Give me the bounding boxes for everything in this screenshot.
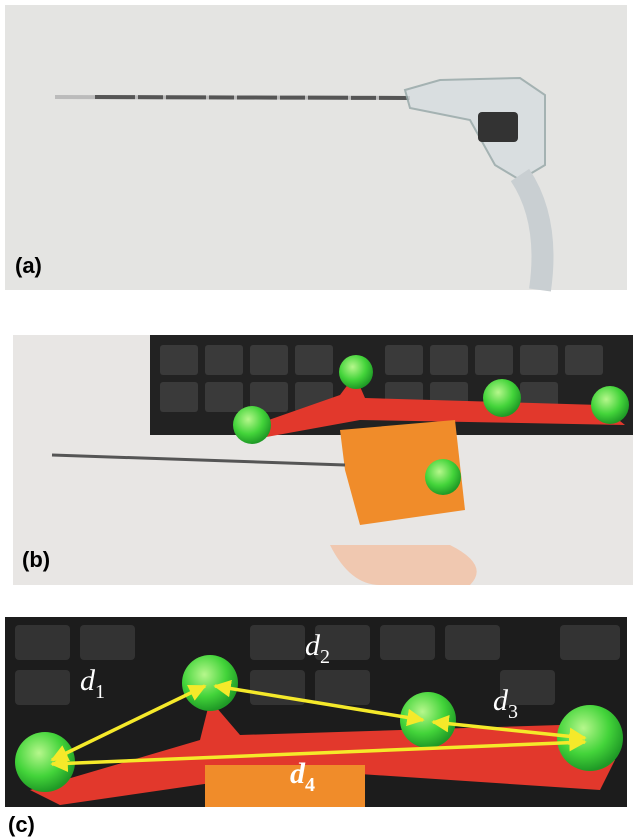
distance-subscript: 4 <box>305 774 315 796</box>
distance-subscript: 1 <box>95 681 105 703</box>
panel-b: (b) <box>13 335 633 585</box>
needle-markings <box>95 97 410 98</box>
distance-symbol: d <box>80 664 96 697</box>
marker-sphere <box>591 386 629 424</box>
figure: (a) (b) <box>0 0 634 839</box>
marker-sphere <box>182 655 238 711</box>
marker-sphere <box>483 379 521 417</box>
mount-block <box>205 765 365 807</box>
marker-sphere <box>233 406 271 444</box>
panel-label: (c) <box>8 812 35 837</box>
distance-symbol: d <box>305 629 321 662</box>
marker-sphere <box>425 459 461 495</box>
panel-label: (b) <box>22 547 50 572</box>
marker-sphere <box>400 692 456 748</box>
distance-symbol: d <box>290 757 306 790</box>
panel-a: (a) <box>5 5 627 290</box>
distance-subscript: 3 <box>508 701 518 723</box>
page: (a) (b) <box>0 0 634 839</box>
distance-subscript: 2 <box>320 646 330 668</box>
device-connector <box>478 112 518 142</box>
distance-symbol: d <box>493 684 509 717</box>
panel-label: (a) <box>15 253 42 278</box>
marker-sphere <box>339 355 373 389</box>
panel-c: d1 d2 d3 d4 (c) <box>5 617 627 837</box>
marker-sphere <box>557 705 623 771</box>
